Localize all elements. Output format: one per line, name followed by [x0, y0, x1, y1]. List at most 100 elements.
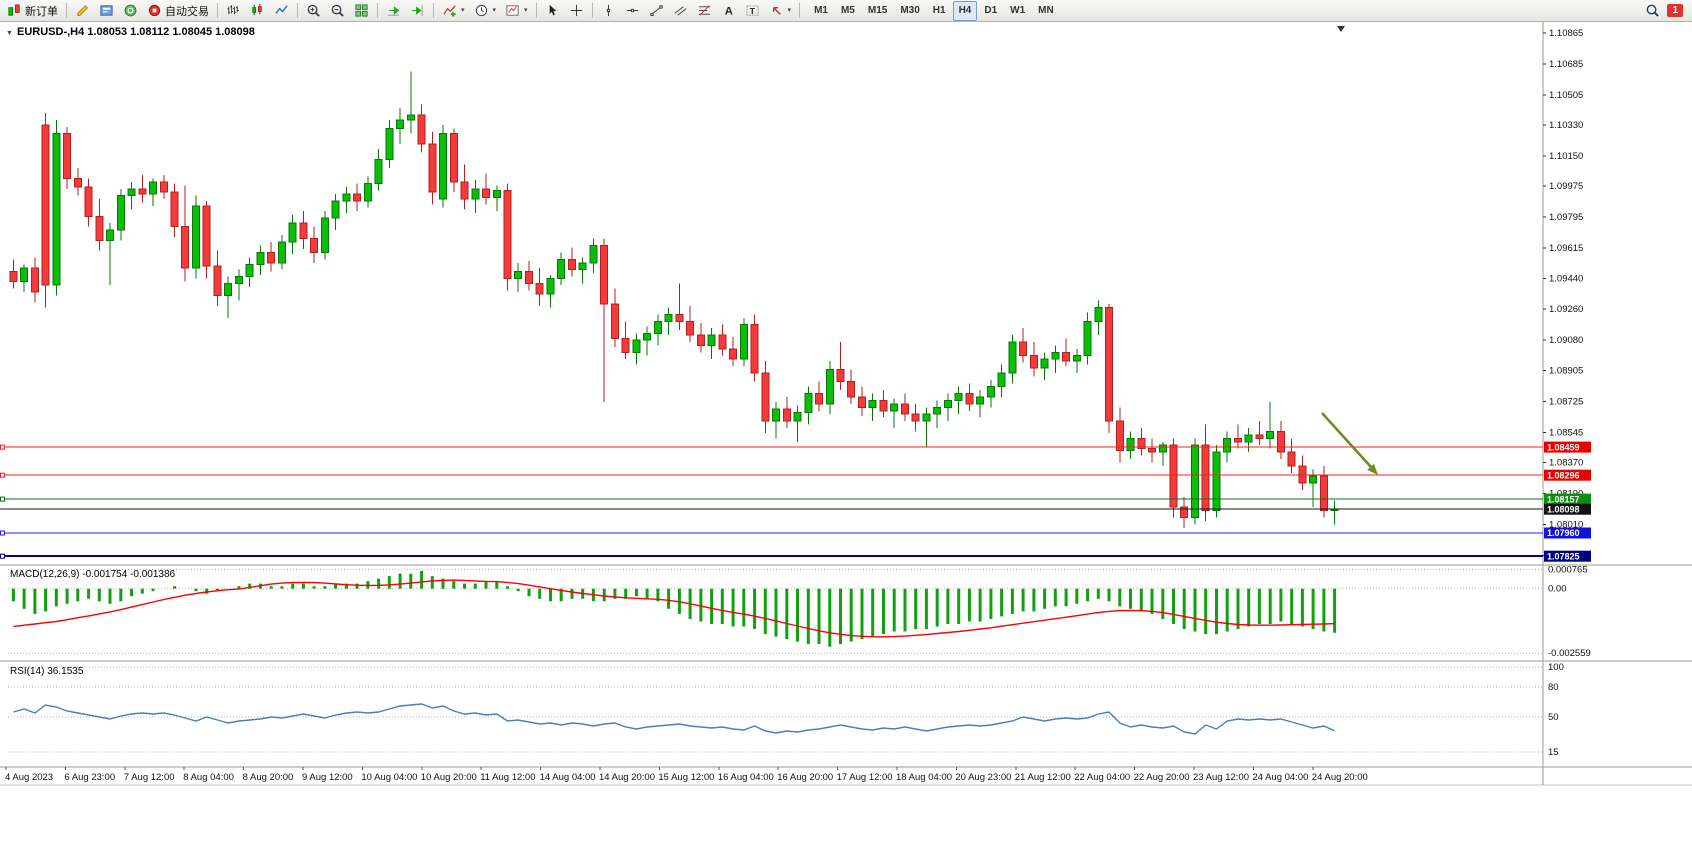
candle-body	[632, 339, 641, 353]
candle-body	[1126, 437, 1135, 451]
candle-body	[825, 369, 834, 405]
annotation-arrow-head[interactable]	[1367, 463, 1378, 475]
zoom-in-button[interactable]	[302, 1, 325, 21]
toolbar-separator	[799, 3, 801, 18]
annotation-arrow-shaft[interactable]	[1321, 412, 1372, 468]
rsi-label: RSI(14) 36.1535	[10, 666, 84, 677]
candle-body	[310, 238, 319, 253]
new-order-button[interactable]: 新订单	[3, 1, 62, 21]
macd-signal-line	[13, 579, 1335, 638]
text-label-button[interactable]: T	[741, 1, 764, 21]
auto-trading-icon	[148, 4, 161, 17]
timeframe-button-m30[interactable]: M30	[900, 5, 920, 16]
candle-body	[750, 324, 759, 374]
candle-body	[943, 400, 952, 408]
candle-body	[30, 267, 39, 293]
indicators-button[interactable]: ▾	[438, 1, 469, 21]
notification-badge[interactable]: 1	[1667, 4, 1683, 17]
timeframe-button-m1[interactable]: M1	[814, 5, 828, 16]
search-button[interactable]	[1641, 1, 1664, 21]
candle-body	[1062, 351, 1071, 362]
line-handle[interactable]	[0, 553, 5, 559]
chart-window: 0.000765 0.00 -0.002559 100 80 50 15 1.10865 1.1…	[0, 22, 1692, 853]
line-handle[interactable]	[0, 472, 5, 478]
candle-body	[1191, 444, 1199, 519]
candle-body	[1158, 444, 1167, 453]
fibonacci-button[interactable]	[693, 1, 716, 21]
toolbar-separator	[377, 3, 378, 18]
periods-button[interactable]: ▾	[470, 1, 501, 21]
time-axis-label: 22 Aug 04:00	[1074, 772, 1130, 783]
candle-body	[235, 276, 243, 284]
metaeditor-button[interactable]	[71, 1, 94, 21]
candle-body	[63, 133, 72, 179]
tile-windows-icon	[355, 4, 368, 17]
templates-button[interactable]: ▾	[501, 1, 532, 21]
price-tick-label: 1.08545	[1549, 427, 1583, 438]
timeframe-button-mn[interactable]: MN	[1038, 5, 1054, 16]
timeframe-button-d1[interactable]: D1	[984, 5, 998, 16]
line-handle[interactable]	[0, 496, 5, 502]
timeframe-button-h4[interactable]: H4	[952, 0, 978, 21]
price-badge	[1544, 503, 1591, 515]
trendline-button[interactable]	[645, 1, 668, 21]
tile-windows-button[interactable]	[350, 1, 373, 21]
terminal-icon	[100, 5, 113, 16]
candle-body	[492, 190, 501, 198]
candle-body	[138, 188, 147, 195]
time-axis-label: 10 Aug 04:00	[361, 772, 417, 783]
candle-body	[782, 408, 791, 422]
timeframe-button-m5[interactable]: M5	[840, 5, 855, 16]
candle-body	[428, 143, 437, 193]
vertical-line-button[interactable]	[597, 1, 620, 21]
line-handle[interactable]	[0, 444, 5, 450]
cursor-button[interactable]	[541, 1, 564, 21]
price-tick-label: 1.10865	[1549, 28, 1583, 39]
timeframe-button-h1[interactable]: H1	[932, 5, 946, 16]
line-chart-button[interactable]	[270, 1, 293, 21]
time-axis-label: 24 Aug 20:00	[1312, 772, 1368, 783]
candle-body	[589, 245, 598, 264]
bar-chart-button[interactable]	[222, 1, 245, 21]
candle-body	[858, 396, 866, 408]
price-tick-label: 1.08905	[1549, 365, 1583, 376]
candle-body	[482, 188, 490, 198]
candle-body	[1298, 465, 1307, 484]
macd-scale-label: 0.00	[1548, 584, 1567, 595]
toolbar-separator	[297, 3, 298, 18]
line-handle[interactable]	[0, 530, 5, 536]
time-axis-label: 14 Aug 04:00	[540, 772, 596, 783]
auto-trading-button[interactable]: 自动交易	[143, 1, 213, 21]
candle-body	[1276, 431, 1285, 453]
arrows-tool-button[interactable]: ▾	[765, 1, 796, 21]
price-badge	[1544, 441, 1591, 453]
channel-button[interactable]	[669, 1, 692, 21]
candlestick-chart-button[interactable]	[246, 1, 269, 21]
auto-scroll-icon	[387, 6, 400, 16]
label-tool-glyph: T	[749, 6, 755, 16]
time-axis-label: 7 Aug 12:00	[124, 772, 175, 783]
timeframe-button-w1[interactable]: W1	[1010, 5, 1026, 16]
chevron-down-icon: ▾	[524, 7, 528, 14]
chart-shift-button[interactable]	[406, 1, 429, 21]
text-tool-button[interactable]: A	[717, 1, 740, 21]
chart-canvas[interactable]: 0.000765 0.00 -0.002559 100 80 50 15 1.10865 1.1…	[0, 22, 1692, 853]
chart-shift-marker[interactable]	[1337, 26, 1345, 32]
auto-scroll-button[interactable]	[382, 1, 405, 21]
candle-body	[127, 188, 136, 197]
new-order-label: 新订单	[25, 5, 58, 18]
horizontal-line-button[interactable]	[621, 1, 644, 21]
chart-collapse-icon[interactable]: ▼	[6, 30, 13, 37]
candle-body	[374, 159, 383, 185]
zoom-out-button[interactable]	[326, 1, 349, 21]
price-badge-label: 1.07960	[1547, 528, 1580, 538]
horizontal-level-lines[interactable]	[0, 444, 1543, 559]
terminal-button[interactable]	[95, 1, 118, 21]
crosshair-button[interactable]	[565, 1, 588, 21]
candle-body	[9, 270, 18, 283]
candle-body	[793, 412, 802, 422]
candle-body	[417, 114, 426, 145]
timeframe-button-m15[interactable]: M15	[867, 5, 888, 16]
community-button[interactable]	[119, 1, 142, 21]
bar-chart-icon	[227, 4, 239, 15]
